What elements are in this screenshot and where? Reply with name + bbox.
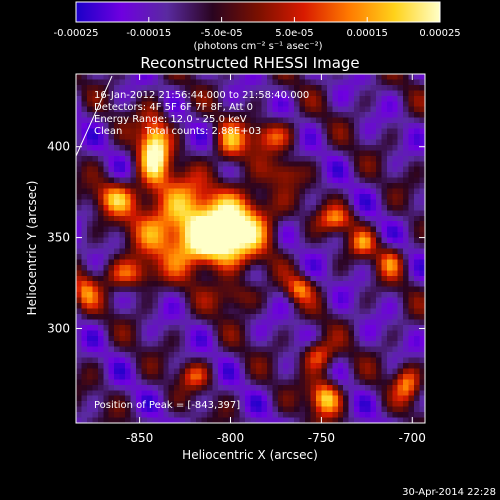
colorbar-tick-label: -0.00025 [54, 28, 99, 39]
colorbar-ticks: -0.00025 -0.00015 -5.0e-05 5.0e-05 0.00015 0.… [54, 17, 461, 39]
annotation-method: Clean [94, 126, 122, 137]
colorbar [75, 1, 441, 23]
chart-title: Reconstructed RHESSI Image [140, 54, 359, 72]
x-tick-label: -850 [126, 431, 153, 445]
x-tick-label: -750 [308, 431, 335, 445]
annotation-energy: Energy Range: 12.0 - 25.0 keV [94, 114, 247, 125]
plot-frame [75, 73, 426, 424]
annotation-counts: Total counts: 2.88E+03 [144, 126, 261, 137]
footer-timestamp: 30-Apr-2014 22:28 [402, 487, 496, 498]
annotation-time: 16-Jan-2012 21:56:44.000 to 21:58:40.000 [94, 90, 309, 101]
colorbar-tick-label: -5.0e-05 [201, 28, 243, 39]
colorbar-tick-label: 0.00015 [347, 28, 388, 39]
y-tick-label: 400 [47, 140, 70, 154]
limb-line [76, 75, 113, 157]
y-axis-label: Heliocentric Y (arcsec) [25, 181, 39, 316]
y-tick-label: 350 [47, 231, 70, 245]
heatmap-image [76, 74, 425, 423]
colorbar-tick-label: 5.0e-05 [275, 28, 313, 39]
annotation-detectors: Detectors: 4F 5F 6F 7F 8F, Att 0 [94, 102, 253, 113]
colorbar-tick-label: -0.00015 [126, 28, 171, 39]
colorbar-tick-label: 0.00025 [419, 28, 460, 39]
x-axis-label: Heliocentric X (arcsec) [182, 448, 318, 462]
axis-ticks: -850 -800 -750 -700 300 350 400 [47, 74, 426, 445]
y-tick-label: 300 [47, 321, 70, 335]
x-tick-label: -700 [399, 431, 426, 445]
x-tick-label: -800 [217, 431, 244, 445]
colorbar-unit-label: (photons cm⁻² s⁻¹ asec⁻²) [193, 41, 322, 52]
annotation-peak: Position of Peak = [-843,397] [94, 400, 240, 411]
